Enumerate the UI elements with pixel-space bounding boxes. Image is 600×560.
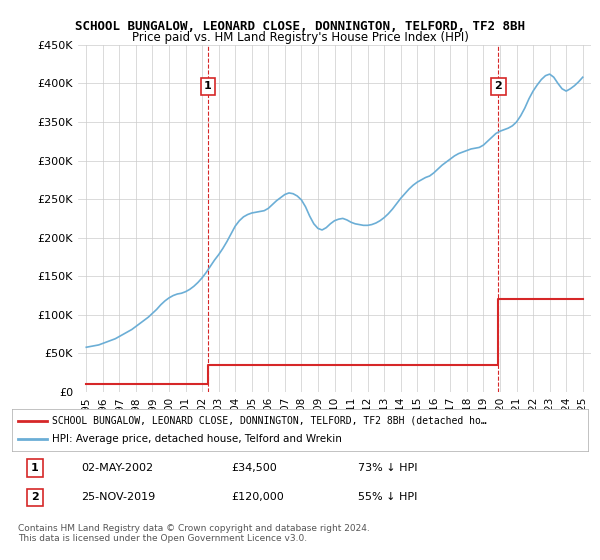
Text: 25-NOV-2019: 25-NOV-2019 <box>81 492 155 502</box>
Text: 73% ↓ HPI: 73% ↓ HPI <box>358 463 417 473</box>
Text: 2: 2 <box>494 81 502 91</box>
Text: 1: 1 <box>31 463 39 473</box>
Text: Contains HM Land Registry data © Crown copyright and database right 2024.
This d: Contains HM Land Registry data © Crown c… <box>18 524 370 543</box>
Text: SCHOOL BUNGALOW, LEONARD CLOSE, DONNINGTON, TELFORD, TF2 8BH (detached ho…: SCHOOL BUNGALOW, LEONARD CLOSE, DONNINGT… <box>52 416 487 426</box>
Text: 02-MAY-2002: 02-MAY-2002 <box>81 463 153 473</box>
Text: HPI: Average price, detached house, Telford and Wrekin: HPI: Average price, detached house, Telf… <box>52 434 342 444</box>
Text: 55% ↓ HPI: 55% ↓ HPI <box>358 492 417 502</box>
Text: 1: 1 <box>204 81 212 91</box>
Text: 2: 2 <box>31 492 39 502</box>
Text: Price paid vs. HM Land Registry's House Price Index (HPI): Price paid vs. HM Land Registry's House … <box>131 31 469 44</box>
Text: £34,500: £34,500 <box>231 463 277 473</box>
Text: SCHOOL BUNGALOW, LEONARD CLOSE, DONNINGTON, TELFORD, TF2 8BH: SCHOOL BUNGALOW, LEONARD CLOSE, DONNINGT… <box>75 20 525 32</box>
Text: £120,000: £120,000 <box>231 492 284 502</box>
